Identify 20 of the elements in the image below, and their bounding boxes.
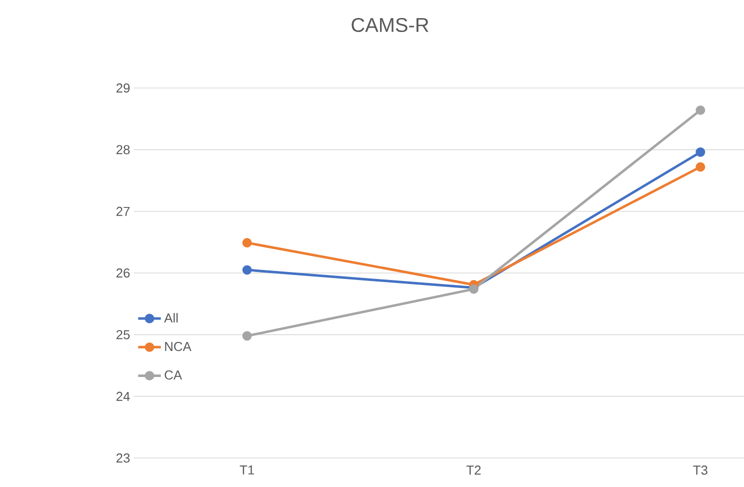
y-tick-label: 29 bbox=[116, 83, 130, 93]
x-tick-label: T2 bbox=[466, 466, 481, 475]
y-tick-label: 28 bbox=[116, 145, 130, 154]
x-tick-label: T3 bbox=[693, 466, 708, 475]
point bbox=[242, 238, 252, 248]
legend-label: NCA bbox=[165, 342, 192, 352]
y-tick-label: 23 bbox=[116, 453, 130, 463]
y-tick-label: 24 bbox=[116, 392, 130, 401]
point bbox=[696, 147, 706, 157]
y-tick-label: 26 bbox=[116, 268, 130, 278]
legend-label: All bbox=[164, 313, 178, 322]
legend-label: CA bbox=[164, 370, 182, 380]
y-tick-label: 27 bbox=[116, 206, 130, 216]
point bbox=[242, 331, 252, 341]
y-tick-label: 25 bbox=[116, 330, 130, 340]
point bbox=[696, 162, 706, 172]
point bbox=[242, 265, 252, 275]
point bbox=[696, 105, 706, 115]
chart-title: CAMS-R bbox=[352, 18, 428, 32]
x-tick-label: T1 bbox=[240, 466, 254, 474]
